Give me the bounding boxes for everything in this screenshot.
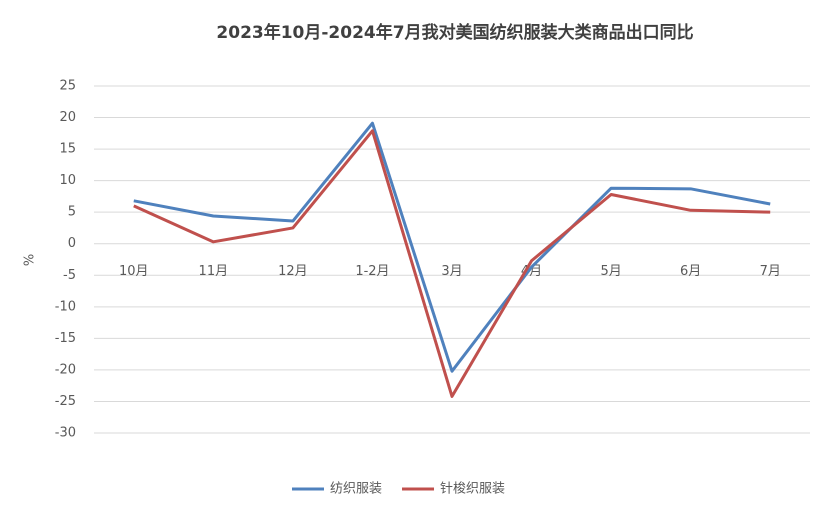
x-tick-label: 1-2月 [355, 264, 389, 279]
x-tick-label: 11月 [199, 264, 229, 279]
y-tick-label: 5 [68, 205, 76, 220]
y-tick-label: 0 [68, 236, 76, 251]
y-tick-label: -30 [55, 426, 76, 441]
x-tick-label: 5月 [600, 264, 621, 279]
y-tick-label: 10 [59, 173, 76, 188]
series-line [133, 121, 771, 373]
x-tick-label: 12月 [278, 264, 308, 279]
chart-title: 2023年10月-2024年7月我对美国纺织服装大类商品出口同比 [216, 22, 693, 43]
legend-label: 纺织服装 [330, 482, 382, 497]
legend-label: 针梭织服装 [440, 481, 505, 497]
y-tick-label: 20 [59, 110, 76, 125]
y-tick-label: -15 [55, 331, 76, 346]
y-tick-label: -25 [55, 394, 76, 409]
y-tick-label: -10 [55, 299, 76, 314]
x-tick-label: 7月 [760, 264, 781, 279]
y-tick-label: -20 [55, 362, 76, 377]
series-line [133, 129, 771, 398]
y-axis-label: % [23, 254, 38, 266]
x-tick-label: 6月 [680, 264, 701, 279]
x-tick-label: 10月 [119, 264, 149, 279]
y-tick-label: 25 [59, 79, 76, 94]
y-tick-label: 15 [59, 142, 76, 157]
x-tick-label: 3月 [441, 264, 462, 279]
y-tick-label: -5 [63, 268, 76, 283]
